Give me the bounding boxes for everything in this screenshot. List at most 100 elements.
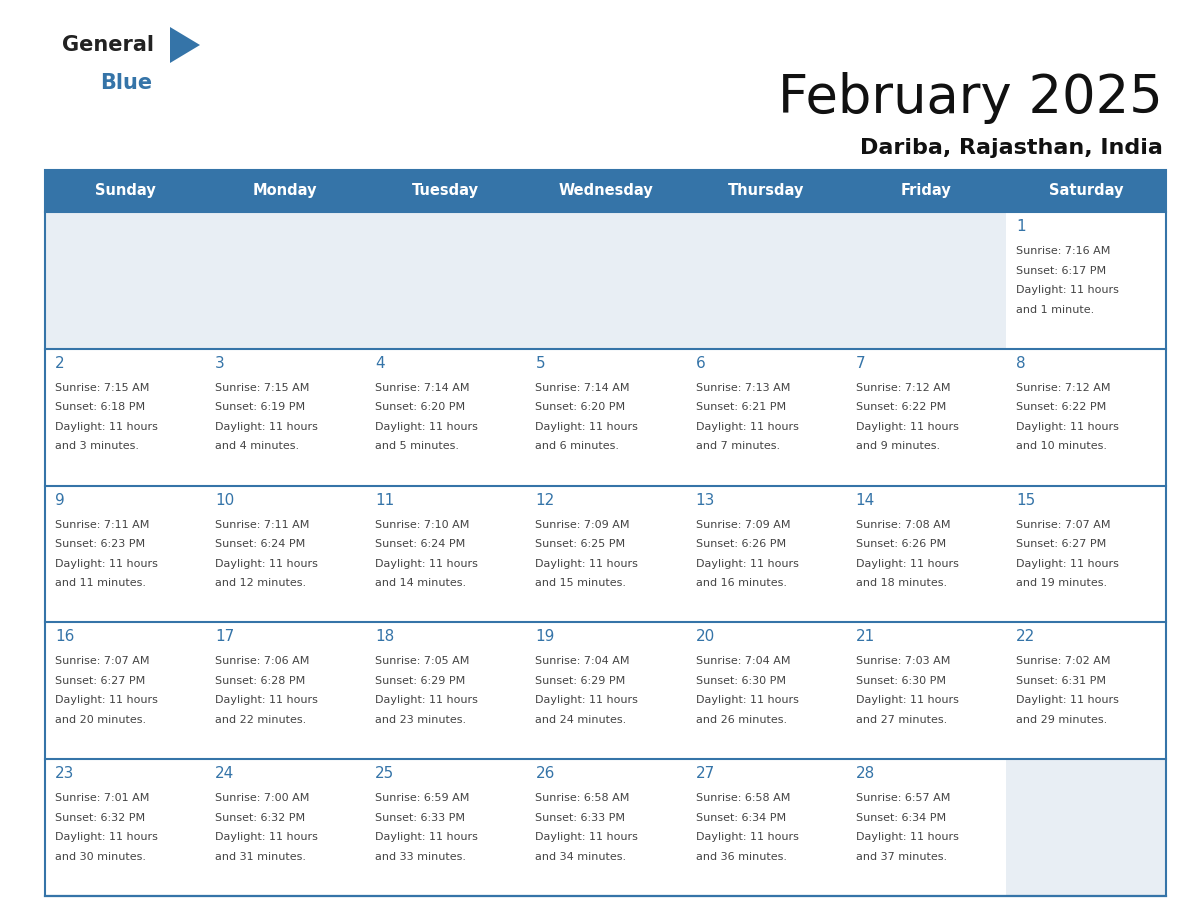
Bar	[685, 759, 846, 896]
Text: Daylight: 11 hours: Daylight: 11 hours	[215, 696, 318, 705]
Text: and 11 minutes.: and 11 minutes.	[55, 578, 146, 588]
Text: and 22 minutes.: and 22 minutes.	[215, 715, 307, 725]
Text: and 33 minutes.: and 33 minutes.	[375, 852, 466, 862]
Bar	[365, 170, 525, 212]
Text: 26: 26	[536, 767, 555, 781]
Text: Sunrise: 7:14 AM: Sunrise: 7:14 AM	[375, 383, 469, 393]
Text: Sunrise: 7:09 AM: Sunrise: 7:09 AM	[695, 520, 790, 530]
Text: Saturday: Saturday	[1049, 184, 1123, 198]
Bar	[365, 759, 525, 896]
Text: Daylight: 11 hours: Daylight: 11 hours	[215, 833, 318, 842]
Bar	[45, 759, 206, 896]
Text: and 4 minutes.: and 4 minutes.	[215, 442, 299, 452]
Text: and 7 minutes.: and 7 minutes.	[695, 442, 779, 452]
Text: and 26 minutes.: and 26 minutes.	[695, 715, 786, 725]
Text: Daylight: 11 hours: Daylight: 11 hours	[55, 696, 158, 705]
Text: Sunrise: 7:09 AM: Sunrise: 7:09 AM	[536, 520, 630, 530]
Text: Sunrise: 7:12 AM: Sunrise: 7:12 AM	[1016, 383, 1111, 393]
Text: Sunrise: 7:10 AM: Sunrise: 7:10 AM	[375, 520, 469, 530]
Text: Sunrise: 7:01 AM: Sunrise: 7:01 AM	[55, 793, 150, 803]
Text: and 9 minutes.: and 9 minutes.	[855, 442, 940, 452]
Text: and 24 minutes.: and 24 minutes.	[536, 715, 627, 725]
Text: Sunset: 6:26 PM: Sunset: 6:26 PM	[695, 539, 785, 549]
Text: Sunset: 6:29 PM: Sunset: 6:29 PM	[536, 676, 626, 686]
Bar	[846, 170, 1006, 212]
Bar	[1006, 212, 1165, 349]
Text: Sunset: 6:21 PM: Sunset: 6:21 PM	[695, 402, 785, 412]
Text: Daylight: 11 hours: Daylight: 11 hours	[855, 833, 959, 842]
Bar	[206, 212, 365, 349]
Text: 3: 3	[215, 356, 225, 371]
Bar	[206, 349, 365, 486]
Text: and 29 minutes.: and 29 minutes.	[1016, 715, 1107, 725]
Text: Sunrise: 7:03 AM: Sunrise: 7:03 AM	[855, 656, 950, 666]
Text: Sunset: 6:22 PM: Sunset: 6:22 PM	[1016, 402, 1106, 412]
Text: Sunset: 6:26 PM: Sunset: 6:26 PM	[855, 539, 946, 549]
Text: Sunset: 6:19 PM: Sunset: 6:19 PM	[215, 402, 305, 412]
Bar	[525, 759, 685, 896]
Text: Sunday: Sunday	[95, 184, 156, 198]
Text: and 15 minutes.: and 15 minutes.	[536, 578, 626, 588]
Text: 20: 20	[695, 630, 715, 644]
Text: Sunset: 6:22 PM: Sunset: 6:22 PM	[855, 402, 946, 412]
Bar	[365, 212, 525, 349]
Text: Sunset: 6:29 PM: Sunset: 6:29 PM	[375, 676, 466, 686]
Bar	[525, 486, 685, 622]
Bar	[846, 212, 1006, 349]
Bar	[846, 486, 1006, 622]
Text: Daylight: 11 hours: Daylight: 11 hours	[55, 833, 158, 842]
Text: Monday: Monday	[253, 184, 317, 198]
Text: Daylight: 11 hours: Daylight: 11 hours	[536, 558, 638, 568]
Bar	[365, 622, 525, 759]
Bar	[685, 622, 846, 759]
Bar	[365, 486, 525, 622]
Text: Sunrise: 7:15 AM: Sunrise: 7:15 AM	[55, 383, 150, 393]
Text: Sunrise: 6:58 AM: Sunrise: 6:58 AM	[536, 793, 630, 803]
Text: 9: 9	[55, 493, 65, 508]
Bar	[1006, 622, 1165, 759]
Text: 16: 16	[55, 630, 75, 644]
Text: Daylight: 11 hours: Daylight: 11 hours	[695, 833, 798, 842]
Text: Sunset: 6:31 PM: Sunset: 6:31 PM	[1016, 676, 1106, 686]
Text: Daylight: 11 hours: Daylight: 11 hours	[695, 696, 798, 705]
Text: Sunrise: 7:06 AM: Sunrise: 7:06 AM	[215, 656, 310, 666]
Text: Sunrise: 7:07 AM: Sunrise: 7:07 AM	[1016, 520, 1111, 530]
Text: 23: 23	[55, 767, 75, 781]
Text: and 14 minutes.: and 14 minutes.	[375, 578, 467, 588]
Text: and 10 minutes.: and 10 minutes.	[1016, 442, 1107, 452]
Text: and 23 minutes.: and 23 minutes.	[375, 715, 467, 725]
Text: Daylight: 11 hours: Daylight: 11 hours	[1016, 421, 1119, 431]
Text: Friday: Friday	[901, 184, 952, 198]
Text: 14: 14	[855, 493, 876, 508]
Text: 8: 8	[1016, 356, 1025, 371]
Bar	[206, 486, 365, 622]
Bar	[846, 759, 1006, 896]
Text: Sunset: 6:25 PM: Sunset: 6:25 PM	[536, 539, 626, 549]
Text: Sunset: 6:34 PM: Sunset: 6:34 PM	[695, 812, 785, 823]
Text: Sunset: 6:23 PM: Sunset: 6:23 PM	[55, 539, 145, 549]
Text: and 5 minutes.: and 5 minutes.	[375, 442, 460, 452]
Text: 22: 22	[1016, 630, 1035, 644]
Text: Daylight: 11 hours: Daylight: 11 hours	[855, 421, 959, 431]
Text: Daylight: 11 hours: Daylight: 11 hours	[695, 558, 798, 568]
Text: February 2025: February 2025	[778, 72, 1163, 124]
Text: Sunset: 6:33 PM: Sunset: 6:33 PM	[536, 812, 625, 823]
Text: 24: 24	[215, 767, 234, 781]
Text: Sunrise: 7:04 AM: Sunrise: 7:04 AM	[536, 656, 630, 666]
Text: 15: 15	[1016, 493, 1035, 508]
Text: Tuesday: Tuesday	[412, 184, 479, 198]
Text: Sunset: 6:27 PM: Sunset: 6:27 PM	[55, 676, 145, 686]
Text: Daylight: 11 hours: Daylight: 11 hours	[215, 558, 318, 568]
Text: 25: 25	[375, 767, 394, 781]
Text: 28: 28	[855, 767, 876, 781]
Bar	[685, 486, 846, 622]
Text: General: General	[62, 35, 154, 55]
Text: and 19 minutes.: and 19 minutes.	[1016, 578, 1107, 588]
Text: 11: 11	[375, 493, 394, 508]
Text: Daylight: 11 hours: Daylight: 11 hours	[1016, 285, 1119, 295]
Text: and 12 minutes.: and 12 minutes.	[215, 578, 307, 588]
Text: and 31 minutes.: and 31 minutes.	[215, 852, 307, 862]
Text: Daylight: 11 hours: Daylight: 11 hours	[375, 833, 478, 842]
Text: and 3 minutes.: and 3 minutes.	[55, 442, 139, 452]
Text: 19: 19	[536, 630, 555, 644]
